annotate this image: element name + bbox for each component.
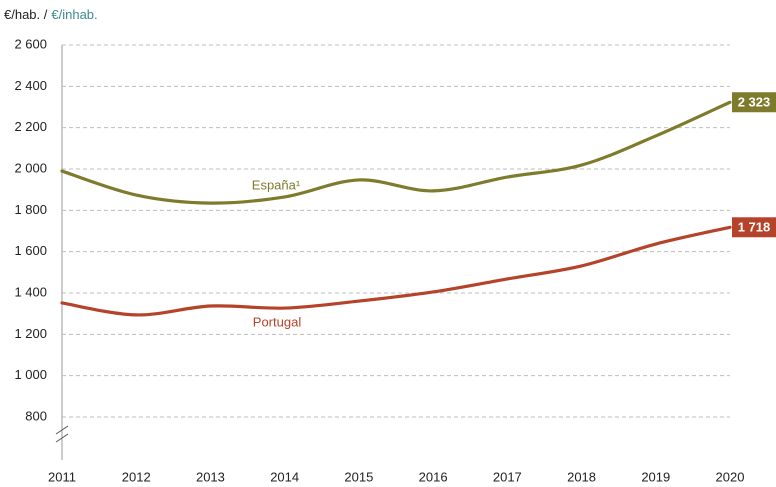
x-tick-label: 2013 [196,469,225,484]
value-label: 1 718 [738,220,771,235]
x-tick-label: 2017 [493,469,522,484]
series-label: España¹ [252,177,301,192]
value-label: 2 323 [738,95,771,110]
series-line [60,100,732,205]
x-tick-label: 2015 [344,469,373,484]
x-tick-label: 2019 [641,469,670,484]
x-tick-label: 2012 [122,469,151,484]
y-tick-label: 1 200 [14,326,47,341]
y-axis-title-pt: €/inhab. [51,7,97,22]
value-label-box [732,217,776,238]
x-tick-label: 2016 [419,469,448,484]
y-tick-label: 2 400 [14,78,47,93]
y-tick-label: 1 800 [14,202,47,217]
y-tick-label: 1 000 [14,367,47,382]
value-label-box [732,92,776,113]
y-tick-label: 800 [25,408,47,423]
series-label: Portugal [253,314,302,329]
x-tick-label: 2020 [716,469,745,484]
y-tick-label: 2 000 [14,160,47,175]
y-tick-label: 1 400 [14,284,47,299]
y-axis-title: €/hab. / €/inhab. [4,7,98,22]
x-tick-label: 2014 [270,469,299,484]
y-tick-label: 1 600 [14,243,47,258]
y-axis-title-es: €/hab. / [4,7,48,22]
series-line [60,225,732,317]
y-tick-label: 2 600 [14,36,47,51]
y-tick-label: 2 200 [14,119,47,134]
x-tick-label: 2018 [567,469,596,484]
x-tick-label: 2011 [48,469,76,484]
axis-break [55,425,69,435]
axis-break [55,433,69,443]
